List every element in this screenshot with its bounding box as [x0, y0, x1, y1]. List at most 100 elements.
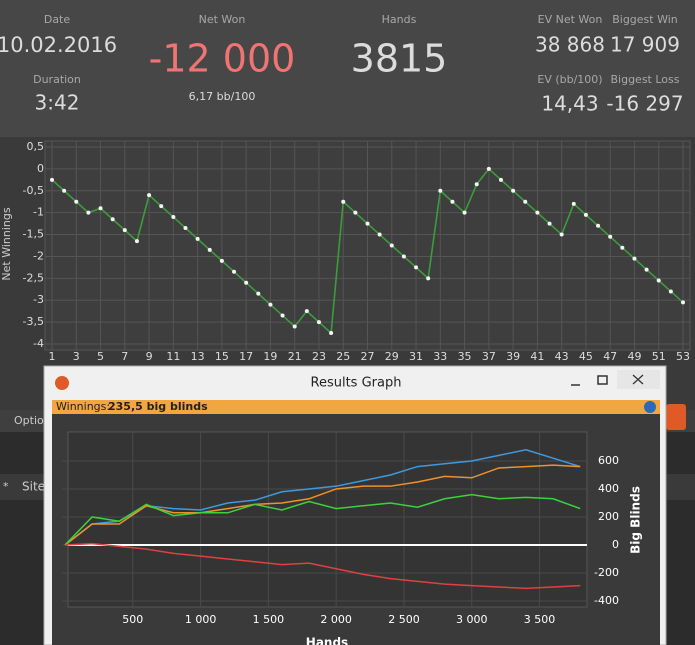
chart2-plot — [67, 431, 588, 608]
point — [474, 182, 479, 187]
biggest-loss-value: -16 297 — [606, 92, 683, 116]
point — [462, 210, 467, 215]
point — [620, 245, 625, 250]
help-icon[interactable] — [644, 401, 656, 413]
biggest-loss-label: Biggest Loss — [610, 73, 679, 86]
point — [256, 291, 261, 296]
x-tick-label: 2 500 — [388, 613, 420, 626]
y-tick-label: 600 — [598, 454, 619, 467]
x-tick-label: 500 — [122, 613, 143, 626]
ev-net-won-label: EV Net Won — [538, 13, 603, 26]
point — [414, 265, 419, 270]
point — [608, 234, 613, 239]
net-won-label: Net Won — [199, 13, 246, 26]
point — [268, 302, 273, 307]
point — [365, 221, 370, 226]
col-site[interactable]: Site — [22, 480, 45, 494]
x-tick-label: 41 — [530, 350, 544, 363]
winnings-label: Winnings: — [56, 400, 110, 413]
point — [438, 188, 443, 193]
point — [74, 199, 79, 204]
series-line — [64, 542, 581, 590]
point — [304, 309, 309, 314]
point — [668, 289, 673, 294]
chart2-ylabel: Big Blinds — [629, 486, 643, 554]
point — [171, 215, 176, 220]
x-tick-label: 1 000 — [185, 613, 217, 626]
x-tick-label: 31 — [409, 350, 423, 363]
duration-value: 3:42 — [35, 91, 80, 115]
point — [316, 320, 321, 325]
x-tick-label: 2 000 — [320, 613, 352, 626]
x-tick-label: 17 — [239, 350, 253, 363]
point — [292, 324, 297, 329]
y-tick-label: -2 — [33, 249, 44, 262]
x-tick-label: 5 — [97, 350, 104, 363]
col-star: * — [3, 480, 9, 493]
point — [62, 188, 67, 193]
point — [219, 258, 224, 263]
y-tick-label: -3,5 — [23, 315, 44, 328]
point — [329, 331, 334, 336]
point — [159, 204, 164, 209]
point — [207, 247, 212, 252]
y-tick-label: 0,5 — [27, 140, 45, 153]
point — [511, 188, 516, 193]
winnings-bar — [52, 400, 660, 414]
point — [656, 278, 661, 283]
y-tick-label: -200 — [594, 566, 619, 579]
y-tick-label: 200 — [598, 510, 619, 523]
point — [110, 217, 115, 222]
x-tick-label: 25 — [336, 350, 350, 363]
x-tick-label: 53 — [676, 350, 690, 363]
point — [450, 199, 455, 204]
x-tick-label: 3 — [73, 350, 80, 363]
window-title: Results Graph — [311, 376, 402, 391]
x-tick-label: 1 500 — [253, 613, 285, 626]
point — [377, 232, 382, 237]
y-tick-label: -1,5 — [23, 228, 44, 241]
point — [632, 256, 637, 261]
point — [122, 228, 127, 233]
tab-options[interactable]: Optio — [14, 414, 44, 427]
maximize-button[interactable] — [597, 375, 608, 385]
point — [596, 223, 601, 228]
point — [401, 254, 406, 259]
y-tick-label: 400 — [598, 482, 619, 495]
x-tick-label: 29 — [385, 350, 399, 363]
point — [535, 210, 540, 215]
point — [341, 199, 346, 204]
hands-label: Hands — [382, 13, 417, 26]
point — [232, 269, 237, 274]
x-tick-label: 33 — [433, 350, 447, 363]
x-tick-label: 15 — [215, 350, 229, 363]
point — [195, 236, 200, 241]
winnings-value: 235,5 big blinds — [108, 400, 208, 413]
point — [559, 232, 564, 237]
duration-label: Duration — [33, 73, 81, 86]
y-tick-label: -0,5 — [23, 184, 44, 197]
x-tick-label: 19 — [263, 350, 277, 363]
x-tick-label: 21 — [288, 350, 302, 363]
point — [353, 210, 358, 215]
y-tick-label: -3 — [33, 293, 44, 306]
x-tick-label: 27 — [361, 350, 375, 363]
close-icon — [632, 374, 644, 385]
y-tick-label: -4 — [33, 337, 44, 350]
point — [583, 212, 588, 217]
ev-bb-label: EV (bb/100) — [537, 73, 602, 86]
point — [86, 210, 91, 215]
point — [183, 225, 188, 230]
y-tick-label: 0 — [37, 162, 44, 175]
point — [426, 276, 431, 281]
point — [244, 280, 249, 285]
biggest-win-value: 17 909 — [610, 33, 680, 57]
point — [681, 300, 685, 305]
header-bg — [0, 0, 695, 137]
point — [98, 206, 103, 211]
point — [547, 221, 552, 226]
hands-value: 3815 — [351, 37, 448, 81]
y-tick-label: 0 — [612, 538, 619, 551]
